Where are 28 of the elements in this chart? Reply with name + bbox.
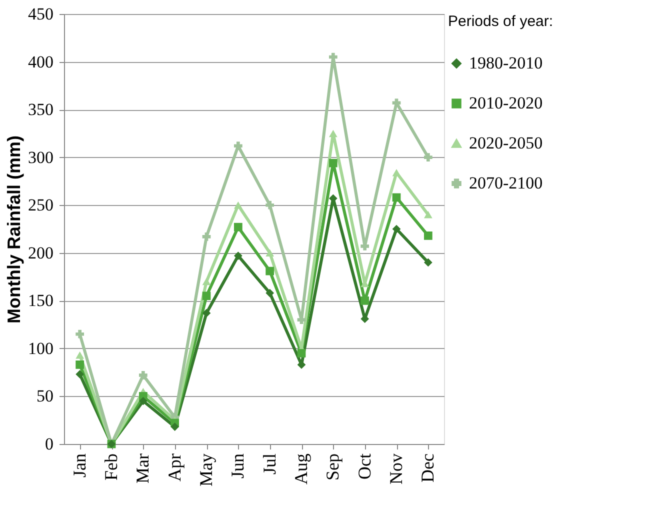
y-tick-label: 250 xyxy=(28,196,54,215)
y-tick-label: 450 xyxy=(28,4,54,24)
legend-label: 1980-2010 xyxy=(469,54,543,72)
y-tick-label: 300 xyxy=(28,148,54,167)
y-tick-label: 350 xyxy=(28,100,54,120)
x-tick-label: Mar xyxy=(132,454,153,484)
y-tick-label: 100 xyxy=(28,338,54,358)
x-tick-label: Apr xyxy=(164,454,184,482)
x-tick-label: Nov xyxy=(386,454,406,484)
x-tick-label: Sep xyxy=(322,454,343,480)
legend-label: 2010-2020 xyxy=(469,94,543,112)
y-tick-label: 400 xyxy=(28,52,54,72)
y-tick-label: 0 xyxy=(45,434,54,454)
legend-label: 2070-2100 xyxy=(469,174,543,192)
x-tick-label: Jan xyxy=(69,454,90,478)
y-axis-title: Monthly Rainfall (mm) xyxy=(4,135,24,324)
x-tick-label: Aug xyxy=(291,454,311,484)
y-tick-label: 50 xyxy=(36,386,54,406)
legend-label: 2020-2050 xyxy=(469,134,543,152)
x-tick-label: Oct xyxy=(354,454,374,480)
x-tick-label: Jul xyxy=(259,454,280,475)
y-tick-label: 200 xyxy=(28,243,54,262)
x-tick-label: Dec xyxy=(418,453,438,482)
x-tick-label: May xyxy=(196,454,216,486)
x-tick-label: Jun xyxy=(228,454,248,479)
legend-title: Periods of year: xyxy=(448,13,554,30)
x-tick-label: Feb xyxy=(101,454,121,480)
y-tick-label: 150 xyxy=(28,291,54,310)
